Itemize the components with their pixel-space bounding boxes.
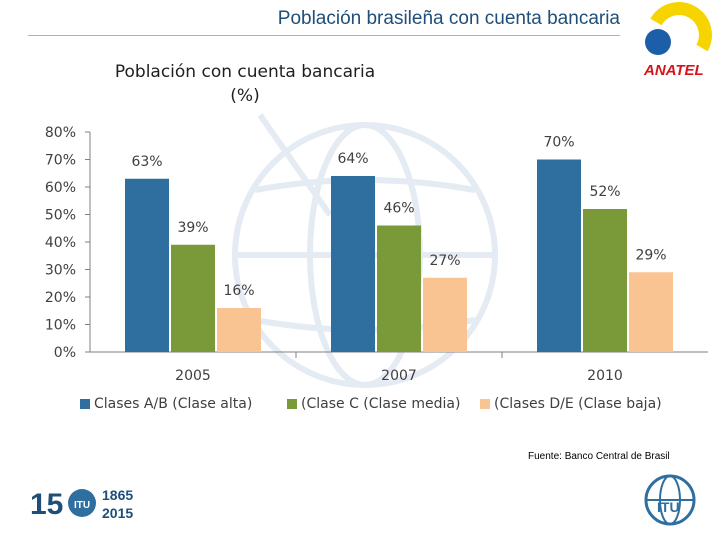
x-tick-label: 2010 (587, 368, 623, 384)
svg-text:15: 15 (30, 488, 63, 521)
data-label: 70% (543, 135, 574, 151)
title-divider (28, 35, 620, 36)
y-tick-label: 70% (45, 153, 76, 169)
source-note: Fuente: Banco Central de Brasil (528, 451, 670, 462)
slide-title: Población brasileña con cuenta bancaria (277, 8, 620, 29)
legend-label-c: (Clases D/E (Clase baja) (494, 396, 662, 412)
bar (171, 244, 215, 352)
y-tick-label: 60% (45, 180, 76, 196)
y-tick-label: 20% (45, 290, 76, 306)
y-tick-label: 10% (45, 318, 76, 334)
legend-label-b: (Clase C (Clase media) (301, 396, 461, 412)
bar (629, 272, 673, 352)
legend-swatch-c (480, 399, 490, 409)
legend-swatch-b (287, 399, 297, 409)
svg-text:ITU: ITU (657, 499, 680, 515)
chart-title-line1: Población con cuenta bancaria (114, 62, 376, 82)
itu-logo: ITU (644, 474, 696, 526)
bar (537, 159, 581, 352)
data-label: 63% (131, 154, 162, 170)
bar (331, 176, 375, 352)
svg-text:ITU: ITU (74, 500, 90, 511)
legend-label-a: Clases A/B (Clase alta) (94, 396, 253, 412)
itu-150-years-logo: 15 ITU 1865 2015 (30, 487, 133, 521)
y-tick-label: 30% (45, 263, 76, 279)
data-label: 64% (337, 151, 368, 167)
bar (583, 209, 627, 352)
svg-text:2015: 2015 (102, 505, 133, 521)
bar (217, 308, 261, 352)
legend-item-c: (Clases D/E (Clase baja) (480, 396, 662, 412)
legend-item-a: Clases A/B (Clase alta) (80, 396, 252, 412)
data-label: 52% (589, 184, 620, 200)
y-tick-label: 0% (54, 345, 76, 361)
x-tick-label: 2005 (175, 368, 211, 384)
x-tick-label: 2007 (381, 368, 417, 384)
legend-item-b: (Clase C (Clase media) (287, 396, 460, 412)
legend-swatch-a (80, 399, 90, 409)
svg-text:1865: 1865 (102, 487, 133, 503)
anatel-logo-text: ANATEL (644, 62, 704, 79)
y-tick-label: 40% (45, 235, 76, 251)
bar (125, 178, 169, 352)
y-tick-label: 50% (45, 208, 76, 224)
chart-title: Población con cuenta bancaria (%) (100, 60, 390, 108)
bar (423, 277, 467, 352)
data-label: 27% (429, 253, 460, 269)
y-tick-label: 80% (45, 125, 76, 141)
data-label: 46% (383, 201, 414, 217)
chart-title-line2: (%) (230, 86, 260, 106)
data-label: 39% (177, 220, 208, 236)
data-label: 29% (635, 247, 666, 263)
anatel-logo (645, 2, 712, 55)
bar-chart: 0% 10% 20% 30% 40% 50% 60% 70% 80% 2005 63% 39% 16% 2… (45, 125, 708, 384)
bar (377, 225, 421, 352)
data-label: 16% (223, 283, 254, 299)
